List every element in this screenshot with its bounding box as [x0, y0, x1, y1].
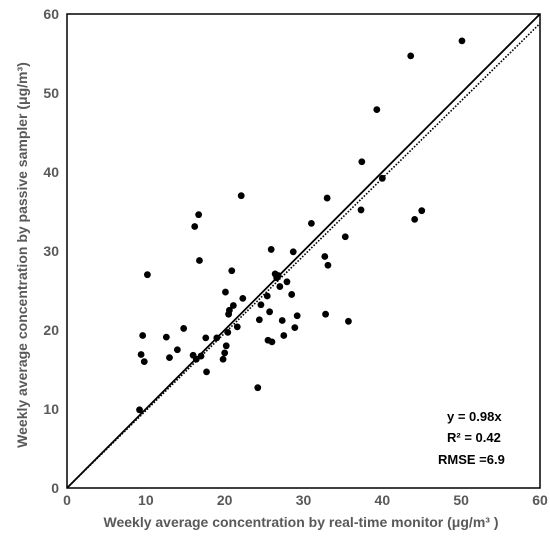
data-point [378, 174, 386, 182]
data-point [203, 368, 210, 376]
data-point [458, 37, 466, 45]
data-point [283, 278, 291, 286]
y-tick-label: 60 [43, 6, 59, 22]
data-point [239, 295, 247, 302]
data-point [407, 52, 415, 60]
data-point [202, 334, 210, 342]
data-point [136, 406, 143, 414]
data-point [345, 317, 352, 325]
data-point [221, 349, 229, 357]
x-tick-label: 50 [453, 492, 469, 508]
y-tick-label: 10 [43, 401, 59, 417]
data-point [144, 271, 151, 279]
x-axis-label: Weekly average concentration by real-tim… [104, 514, 499, 530]
data-point [341, 233, 349, 241]
data-points [136, 37, 466, 414]
data-point [288, 291, 296, 298]
fit-equation: y = 0.98x [447, 409, 502, 424]
data-point [307, 219, 315, 227]
data-point [139, 332, 147, 339]
data-point [213, 334, 221, 342]
data-point [225, 306, 233, 314]
data-point [237, 192, 245, 200]
data-point [293, 312, 301, 320]
data-point [324, 261, 332, 269]
data-point [411, 216, 419, 223]
y-tick-labels: 0 10 20 30 40 50 60 [43, 6, 59, 496]
data-point [195, 211, 203, 219]
data-point [229, 302, 237, 309]
y-axis-label: Weekly average concentration by passive … [14, 62, 30, 448]
data-point [291, 324, 299, 332]
data-point [140, 358, 148, 365]
data-point [280, 332, 288, 339]
data-point [257, 301, 265, 309]
y-tick-label: 40 [43, 164, 59, 180]
data-point [322, 310, 329, 318]
data-point [219, 355, 227, 363]
data-point [222, 342, 230, 350]
data-point [373, 106, 381, 113]
x-tick-label: 30 [296, 492, 312, 508]
data-point [268, 338, 276, 346]
trend-lines [66, 13, 541, 489]
data-point [162, 333, 170, 341]
identity-line [66, 13, 541, 489]
data-point [323, 194, 331, 202]
data-point [173, 346, 181, 354]
data-point [222, 288, 229, 296]
x-tick-label: 60 [532, 492, 548, 508]
data-point [266, 308, 274, 316]
data-point [197, 352, 205, 360]
data-point [166, 354, 173, 362]
data-point [278, 317, 286, 324]
data-point [267, 246, 275, 253]
y-tick-label: 50 [43, 85, 59, 101]
y-tick-label: 30 [43, 243, 59, 259]
data-point [255, 316, 263, 324]
data-point [263, 292, 271, 300]
x-tick-labels: 0 10 20 30 40 50 60 [63, 492, 548, 508]
data-point [321, 253, 329, 260]
data-point [191, 223, 199, 230]
x-tick-label: 10 [138, 492, 154, 508]
y-tick-label: 0 [51, 480, 59, 496]
rmse: RMSE =6.9 [438, 452, 505, 467]
data-point [357, 206, 365, 214]
data-point [418, 207, 426, 215]
data-point [276, 283, 284, 290]
x-tick-label: 20 [217, 492, 233, 508]
data-point [254, 384, 262, 392]
data-point [274, 272, 282, 279]
data-point [137, 351, 145, 358]
data-point [180, 325, 188, 332]
data-point [233, 323, 241, 331]
data-point [224, 328, 232, 336]
data-point [358, 158, 366, 166]
data-point [289, 248, 297, 256]
x-tick-label: 0 [63, 492, 71, 508]
data-point [196, 257, 203, 264]
data-point [228, 267, 236, 275]
r-squared: R² = 0.42 [447, 430, 501, 445]
x-tick-label: 40 [375, 492, 391, 508]
y-tick-label: 20 [43, 322, 59, 338]
